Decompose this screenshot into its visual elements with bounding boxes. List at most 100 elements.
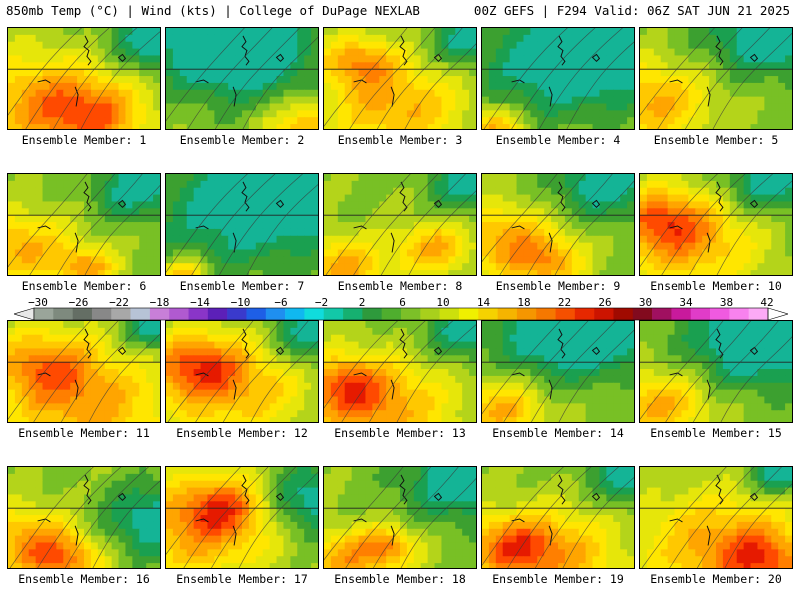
isobar-contour xyxy=(369,321,454,422)
colorbar-segment xyxy=(420,308,440,320)
isobar-contour xyxy=(167,321,254,422)
isobar-contour xyxy=(566,41,634,129)
colorbar-segment xyxy=(111,308,131,320)
ensemble-member-label: Ensemble Member: 5 xyxy=(653,133,779,147)
isobar-contour xyxy=(218,174,304,275)
isobar-contour xyxy=(483,28,568,129)
isobar-contour xyxy=(538,28,624,129)
ensemble-member-label: Ensemble Member: 4 xyxy=(495,133,621,147)
isobar-contour xyxy=(373,467,459,568)
isobar-contour xyxy=(712,32,792,129)
coastline xyxy=(511,328,601,400)
isobar-contour xyxy=(562,477,634,568)
isobar-contour xyxy=(724,483,792,568)
colorbar-segment xyxy=(478,308,498,320)
isobar-contour xyxy=(665,321,751,422)
isobar-contour xyxy=(37,467,122,568)
colorbar-segment xyxy=(362,308,382,320)
colorbar-segment xyxy=(130,308,151,320)
ensemble-map-panel xyxy=(165,173,319,276)
ensemble-member-label: Ensemble Member: 10 xyxy=(650,279,782,293)
colorbar-tick-label: 14 xyxy=(476,296,491,309)
colorbar-segment xyxy=(149,308,170,320)
isobar-contour xyxy=(657,28,743,129)
isobar-contour xyxy=(215,28,300,129)
ensemble-map-panel xyxy=(639,320,793,423)
coastline xyxy=(353,474,443,546)
isobar-contour xyxy=(640,28,715,116)
colorbar-segment xyxy=(729,308,749,320)
ensemble-member-label: Ensemble Member: 18 xyxy=(334,572,466,586)
ensemble-member-label: Ensemble Member: 13 xyxy=(334,426,466,440)
colorbar-segment xyxy=(169,308,189,320)
isobar-contour xyxy=(64,467,150,568)
coastline xyxy=(511,35,601,107)
ensemble-map-panel xyxy=(481,320,635,423)
colorbar-tick-label: −10 xyxy=(230,296,251,309)
coastline xyxy=(195,181,285,253)
colorbar-tick-label: −30 xyxy=(28,296,48,309)
isobar-contour xyxy=(8,28,83,116)
isobar-contour xyxy=(250,340,318,422)
isobar-contour xyxy=(716,180,792,275)
isobar-contour xyxy=(482,321,561,415)
colorbar-segment xyxy=(53,308,73,320)
colorbar-segment xyxy=(594,308,614,320)
isobar-contour xyxy=(246,184,318,275)
colorbar-segment xyxy=(401,308,421,320)
isobar-contour xyxy=(187,28,273,129)
colorbar-tick-label: −26 xyxy=(68,296,89,309)
colorbar-low-arrow xyxy=(14,307,35,321)
ensemble-member-label: Ensemble Member: 6 xyxy=(21,279,147,293)
isobar-contour xyxy=(57,174,143,275)
isobar-contour xyxy=(511,28,596,129)
header-title-left: 850mb Temp (°C) | Wind (kts) | College o… xyxy=(6,3,420,18)
isobar-contour xyxy=(166,467,241,555)
colorbar-segment xyxy=(246,308,267,320)
isobar-contour xyxy=(376,28,463,129)
isobar-contour xyxy=(499,174,586,275)
colorbar-segment xyxy=(439,308,460,320)
colorbar-segment xyxy=(690,308,711,320)
isobar-contour xyxy=(685,28,771,129)
colorbar-tick-label: 2 xyxy=(358,296,366,309)
isobar-contour xyxy=(88,333,160,422)
isobar-contour xyxy=(25,28,110,129)
colorbar-tick-label: 38 xyxy=(719,296,734,309)
isobar-contour xyxy=(408,190,476,275)
isobar-contour xyxy=(84,184,160,275)
isobar-contour xyxy=(8,174,88,268)
ensemble-map-panel xyxy=(323,320,477,423)
colorbar-segment xyxy=(632,308,653,320)
ensemble-member-label: Ensemble Member: 3 xyxy=(337,133,463,147)
colorbar-tick-label: −6 xyxy=(274,296,288,309)
isobar-contour xyxy=(29,174,116,275)
ensemble-member-label: Ensemble Member: 20 xyxy=(650,572,782,586)
isobar-contour xyxy=(692,321,779,422)
isobar-contour xyxy=(166,174,248,273)
isobar-contour xyxy=(325,174,411,275)
isobar-contour xyxy=(80,31,160,129)
isobar-contour xyxy=(353,174,439,275)
colorbar-segment xyxy=(381,308,402,320)
ensemble-map-panel xyxy=(165,320,319,423)
ensemble-member-label: Ensemble Member: 9 xyxy=(495,279,621,293)
coastline xyxy=(195,35,285,107)
colorbar-segment xyxy=(188,308,209,320)
ensemble-map-panel xyxy=(323,173,477,276)
coastline xyxy=(37,474,127,546)
temperature-colorbar xyxy=(14,307,788,321)
ensemble-member-label: Ensemble Member: 7 xyxy=(179,279,305,293)
isobar-contour xyxy=(696,467,782,568)
isobar-contour xyxy=(324,467,404,561)
ensemble-map-panel xyxy=(323,466,477,569)
coastline xyxy=(37,35,127,107)
coastline xyxy=(353,181,443,253)
isobar-contour xyxy=(554,180,634,275)
colorbar-segment xyxy=(458,308,479,320)
colorbar-tick-label: 30 xyxy=(638,296,653,309)
coastline xyxy=(353,328,443,400)
isobar-contour xyxy=(242,36,318,129)
isobar-contour xyxy=(534,467,620,568)
isobar-contour xyxy=(689,174,774,275)
